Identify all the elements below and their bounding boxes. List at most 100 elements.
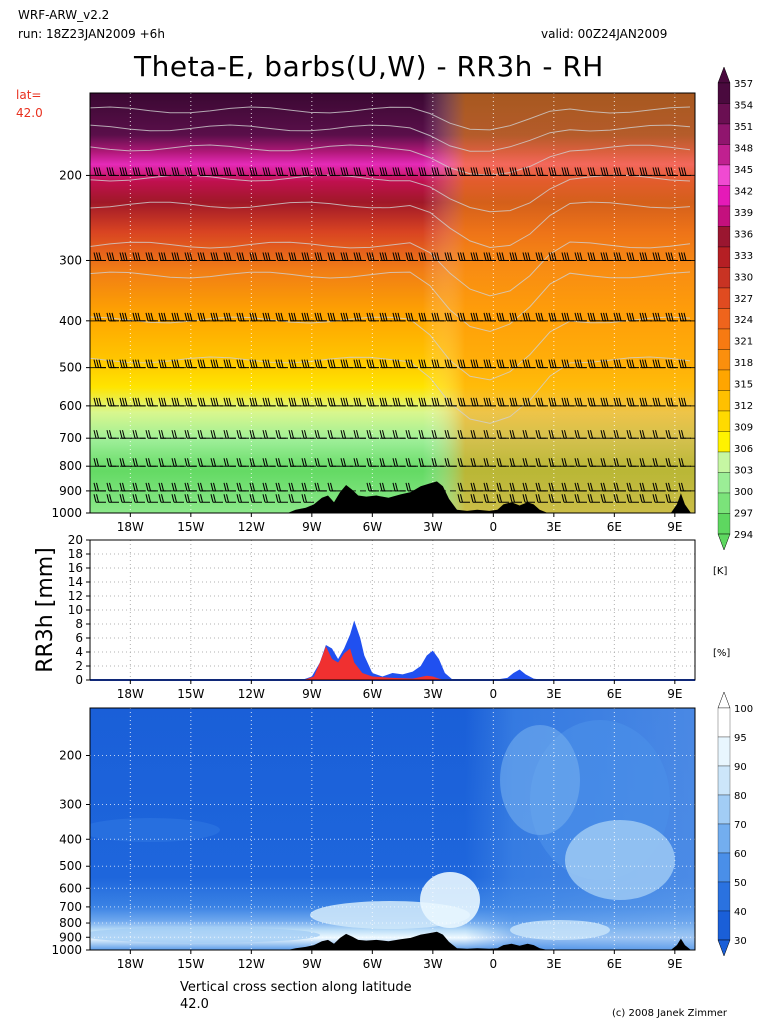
wind-barb (288, 312, 301, 322)
wind-barbs (93, 167, 691, 503)
wind-barb (93, 458, 106, 467)
x-tick-label: 6E (607, 957, 622, 971)
wind-barb (288, 359, 301, 369)
wind-barb (210, 397, 223, 407)
x-tick-label: 12W (238, 957, 265, 971)
wind-barb (236, 252, 249, 261)
wind-barb (184, 430, 197, 439)
wind-barb (301, 252, 314, 261)
wind-barb (535, 252, 548, 261)
wind-barb (197, 458, 210, 467)
y-tick-label: 700 (59, 431, 82, 445)
wind-barb (236, 359, 249, 369)
wind-barb (262, 359, 275, 369)
wind-barb (522, 430, 535, 439)
wind-barb (327, 252, 340, 261)
wind-barb (652, 458, 665, 467)
wind-barb (626, 482, 639, 492)
wind-barb (548, 312, 561, 322)
wind-barb (600, 359, 613, 369)
wind-barb (158, 430, 171, 439)
wind-barb (561, 167, 574, 176)
wind-barb (210, 252, 223, 261)
wind-barb (405, 167, 418, 176)
wind-barb (574, 167, 587, 176)
x-tick-label: 9W (302, 687, 322, 701)
wind-barb (132, 359, 145, 369)
thetae-contour-line (90, 356, 691, 424)
wind-barb (431, 252, 444, 261)
wind-barb (379, 312, 392, 322)
wind-barb (522, 359, 535, 369)
wind-barb (587, 458, 600, 467)
colorbar-cell (717, 881, 731, 912)
wind-barb (548, 359, 561, 369)
colorbar-cell (717, 492, 731, 514)
wind-barb (509, 167, 522, 176)
wind-barb (457, 359, 470, 369)
wind-barb (678, 482, 691, 492)
wind-barb (301, 430, 314, 439)
run-info: run: 18Z23JAN2009 +6h (18, 27, 165, 41)
wind-barb (93, 312, 106, 322)
wind-barb (340, 397, 353, 407)
caption: Vertical cross section along latitude (180, 980, 412, 995)
y-tick-label: 300 (59, 797, 82, 811)
rr-y-tick-label: 6 (75, 631, 83, 645)
x-tick-label: 6E (607, 520, 622, 534)
wind-barb (470, 312, 483, 322)
wind-barb (262, 397, 275, 407)
wind-barb (210, 167, 223, 176)
colorbar-cell (717, 794, 731, 825)
wind-barb (600, 494, 613, 503)
wind-barb (652, 397, 665, 407)
wind-barb (275, 167, 288, 176)
wind-barb (210, 430, 223, 439)
colorbar-tick-label: 342 (734, 186, 753, 197)
wind-barb (171, 359, 184, 369)
wind-barb (158, 494, 171, 503)
wind-barb (106, 458, 119, 467)
thetae-x-axis: 18W 15W 12W 9W 6W 3W 0 3E 6E 9E (117, 513, 682, 534)
wind-barb (652, 167, 665, 176)
terrain-profile-rh (90, 931, 695, 950)
wind-barb (158, 397, 171, 407)
wind-barb (340, 458, 353, 467)
wind-barb (392, 397, 405, 407)
wind-barb (106, 397, 119, 407)
rr-convective-area (303, 646, 443, 680)
wind-barb (379, 397, 392, 407)
wind-barb (626, 312, 639, 322)
wind-barb (366, 430, 379, 439)
wind-barb (106, 482, 119, 492)
wind-barb (431, 397, 444, 407)
wind-barb (184, 494, 197, 503)
colorbar-cell (717, 910, 731, 941)
wind-barb (626, 397, 639, 407)
rr-panel-bg (90, 540, 695, 680)
wind-barb (418, 397, 431, 407)
rr-y-label: RR3h [mm] (33, 547, 58, 673)
wind-barb (509, 430, 522, 439)
wind-barb (93, 430, 106, 439)
wind-barb (652, 482, 665, 492)
colorbar-tick-label: 309 (734, 423, 753, 434)
wind-barb (613, 458, 626, 467)
colorbar-tick-label: 351 (734, 122, 753, 133)
wind-barb (470, 458, 483, 467)
wind-barb (327, 458, 340, 467)
y-tick-label: 700 (59, 900, 82, 914)
wind-barb (314, 430, 327, 439)
wind-barb (535, 494, 548, 503)
wind-barb (561, 458, 574, 467)
wind-barb (522, 167, 535, 176)
wind-barb (236, 167, 249, 176)
lat-value: 42.0 (16, 106, 43, 120)
y-tick-label: 400 (59, 832, 82, 846)
wind-barb (197, 482, 210, 492)
wind-barb (548, 397, 561, 407)
colorbar-tick-label: 318 (734, 358, 753, 369)
wind-barb (236, 494, 249, 503)
wind-barb (587, 430, 600, 439)
wind-barb (184, 252, 197, 261)
